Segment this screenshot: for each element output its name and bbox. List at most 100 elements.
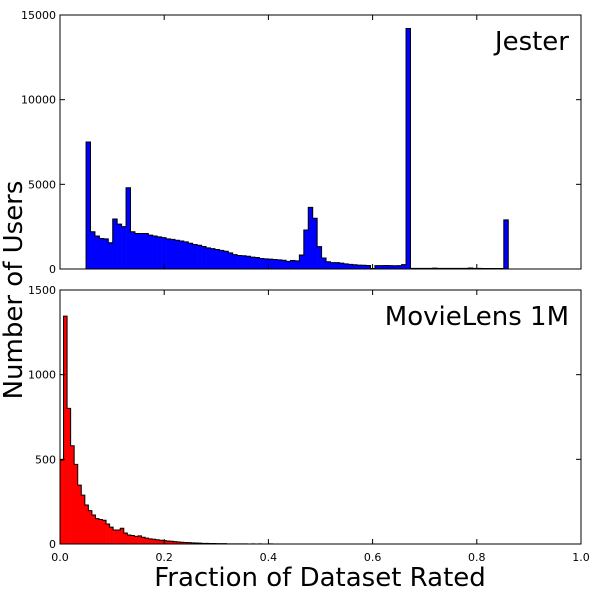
histogram-bar [81,495,86,544]
histogram-bar [86,142,91,269]
histogram-bar [116,529,121,544]
y-tick-label: 0 [49,538,56,551]
histogram-bar [366,265,371,269]
histogram-bar [120,528,125,544]
y-tick-label: 15000 [21,9,56,22]
histogram-bar [299,254,305,269]
histogram-bar [121,226,127,269]
histogram-bar [357,265,362,269]
histogram-bar [170,239,176,269]
x-tick-label: 0.0 [51,551,69,564]
histogram-bar [392,265,398,269]
histogram-bar [161,237,167,269]
histogram-bar [180,542,185,544]
histogram-bar [84,505,89,544]
histogram-bar [361,265,367,269]
histogram-bar [214,249,220,269]
histogram-bar [374,265,380,269]
histogram-bar [330,262,336,269]
y-tick-label: 5000 [28,178,56,191]
histogram-bar [152,539,156,544]
histogram-bar [237,255,242,269]
histogram-outline [59,315,274,545]
histogram-bar [143,233,149,269]
histogram-bar [148,538,153,544]
histogram-bar [187,542,192,544]
y-tick-label: 1000 [28,369,56,382]
histogram-bar [194,542,199,544]
histogram-bar [397,265,402,269]
jester-panel: 0 5000 10000 15000 Jester [21,9,582,276]
histogram-bar [99,238,105,269]
histogram-bar [113,529,117,544]
histogram-bar [321,257,327,269]
histogram-bar [173,541,178,544]
histogram-bar [503,219,509,269]
histogram-bar [250,257,256,269]
histogram-bar [259,258,265,269]
y-tick-label: 500 [35,453,56,466]
y-axis-label: Number of Users [0,181,29,400]
histogram-bar [108,242,114,269]
histogram-bar [130,535,135,544]
axes-frame [59,14,582,270]
histogram-bar [206,247,211,269]
histogram-bar [103,238,109,269]
histogram-bar [90,231,96,269]
histogram-bar [383,265,389,269]
histogram-bar [67,408,71,544]
x-tick-label: 0.6 [364,551,382,564]
histogram-bar [77,485,82,544]
histogram-bar [159,540,164,544]
histogram-bar [317,246,322,269]
histogram-bar [197,245,202,269]
histogram-bar [169,541,174,544]
histogram-bar [468,267,473,269]
histogram-bar [188,243,194,269]
histogram-bar [348,264,353,269]
histogram-bar [246,256,251,269]
histogram-bar [139,233,145,269]
histogram-bar [137,535,142,544]
histogram-bar [148,235,154,269]
y-tick-label: 10000 [21,94,56,107]
histogram-bar [117,224,122,269]
histogram-bar [191,542,195,544]
histogram-bar [155,539,160,544]
histogram-bar [308,207,314,269]
histogram-bar [201,246,207,269]
histogram-bar [379,265,385,269]
histogram-bar [277,259,282,269]
histogram-bar [130,231,136,269]
axes-frame [59,289,582,545]
histogram-bar [406,28,411,270]
histogram-bar [60,460,64,544]
histogram-bar [127,535,132,544]
histogram-bar [192,244,198,269]
movielens-panel: 0 500 1000 1500 0.0 0.2 0.4 0.6 0.8 1.0 MovieLens … [28,284,590,564]
histogram-bar [281,260,287,269]
histogram-bar [141,537,146,544]
histogram-bar [63,316,68,544]
histogram-bar [88,510,93,544]
histogram-bar [70,445,75,544]
histogram-bar [174,240,180,269]
histogram-bar [294,260,300,269]
y-tick-label: 0 [49,263,56,276]
histogram-bar [157,236,162,269]
histogram-bar [166,238,171,269]
histogram-bar [134,536,139,544]
histogram-bar [401,264,407,269]
histogram-bar [95,518,100,544]
histogram-bar [263,258,269,269]
histogram-bar [94,235,100,269]
histogram-bar [98,519,103,544]
histogram-bar [106,524,110,544]
histogram-bar [134,233,140,269]
histogram-bar [145,538,149,544]
x-axis-label: Fraction of Dataset Rated [154,563,486,593]
histogram-bar [228,252,234,269]
histogram-bar [339,263,345,269]
histogram-bar [388,265,393,269]
